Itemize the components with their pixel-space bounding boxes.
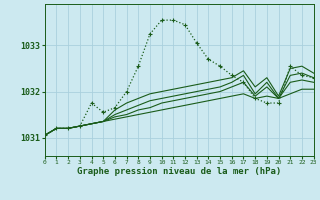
X-axis label: Graphe pression niveau de la mer (hPa): Graphe pression niveau de la mer (hPa) [77,167,281,176]
